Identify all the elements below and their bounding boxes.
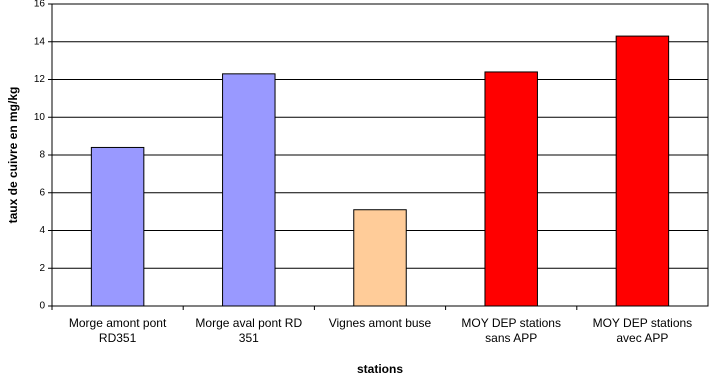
x-tick-label-box: Morge amont pont RD351	[68, 316, 167, 345]
x-tick-label-box: Morge aval pont RD 351	[195, 316, 303, 345]
y-tick-label: 14	[34, 36, 46, 47]
x-tick-label-box: Vignes amont buse	[328, 316, 432, 330]
y-tick-label: 10	[34, 112, 46, 123]
y-tick-label: 4	[39, 225, 45, 236]
y-tick-label: 6	[39, 187, 45, 198]
x-tick-label: Vignes amont buse	[328, 316, 432, 330]
bar	[353, 209, 407, 307]
x-tick-label: Morge aval pont RD 351	[195, 316, 303, 345]
y-tick-label: 2	[39, 263, 45, 274]
x-tick-label: MOY DEP stations sans APP	[461, 316, 561, 345]
y-tick-label: 0	[39, 301, 45, 312]
y-tick-label: 12	[34, 74, 46, 85]
y-axis-label: taux de cuivre en mg/kg	[6, 87, 20, 224]
bar	[222, 73, 276, 307]
x-tick-label-box: MOY DEP stations avec APP	[592, 316, 693, 345]
x-tick-label-box: MOY DEP stations sans APP	[461, 316, 561, 345]
y-tick-label: 8	[39, 150, 45, 161]
bar	[90, 146, 145, 307]
bar	[484, 71, 538, 307]
x-axis-label: stations	[357, 362, 403, 376]
bar	[615, 35, 670, 307]
x-tick-label: Morge amont pont RD351	[68, 316, 167, 345]
y-tick-label: 16	[34, 0, 46, 10]
x-tick-label: MOY DEP stations avec APP	[592, 316, 693, 345]
